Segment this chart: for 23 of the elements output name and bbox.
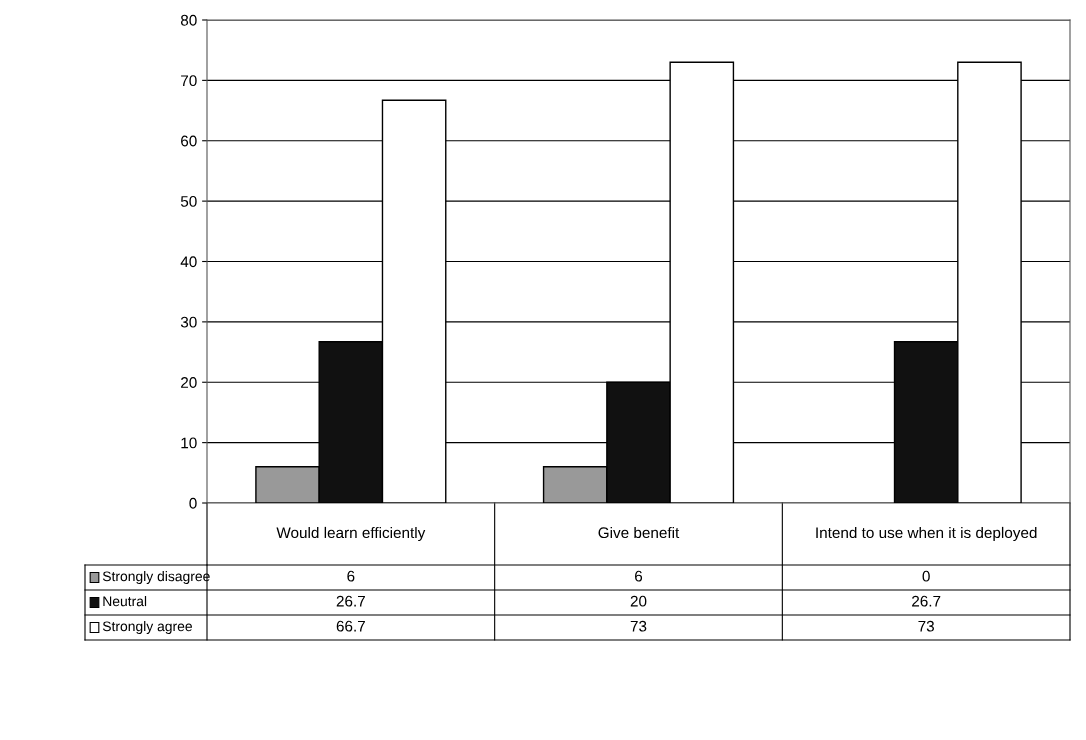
data-label: 26.7 bbox=[336, 595, 365, 607]
y-tick-label: 0 bbox=[189, 497, 197, 509]
y-tick-label: 60 bbox=[181, 135, 197, 147]
y-tick-label: 20 bbox=[181, 377, 197, 388]
y-tick-label: 40 bbox=[180, 256, 197, 268]
legend-label: Neutral bbox=[103, 596, 147, 607]
x-tick-label: Intend to use when it is deployed bbox=[816, 526, 1037, 542]
y-tick-label: 10 bbox=[181, 437, 197, 449]
data-label: 73 bbox=[630, 620, 647, 632]
data-label: 6 bbox=[347, 570, 355, 582]
data-label: 26.7 bbox=[912, 595, 941, 607]
y-tick-label: 80 bbox=[180, 14, 197, 26]
y-tick-label: 50 bbox=[180, 195, 197, 207]
data-label: 6 bbox=[635, 570, 643, 582]
x-tick-label: Would learn efficiently bbox=[276, 526, 426, 542]
data-label: 73 bbox=[918, 620, 934, 632]
data-label: 66.7 bbox=[336, 620, 365, 632]
legend-label: Strongly agree bbox=[102, 621, 192, 634]
data-label: 20 bbox=[630, 595, 647, 607]
data-label: 0 bbox=[922, 570, 930, 582]
x-tick-label: Give benefit bbox=[598, 526, 680, 539]
y-tick-label: 30 bbox=[180, 316, 197, 328]
y-tick-label: 70 bbox=[181, 75, 197, 87]
